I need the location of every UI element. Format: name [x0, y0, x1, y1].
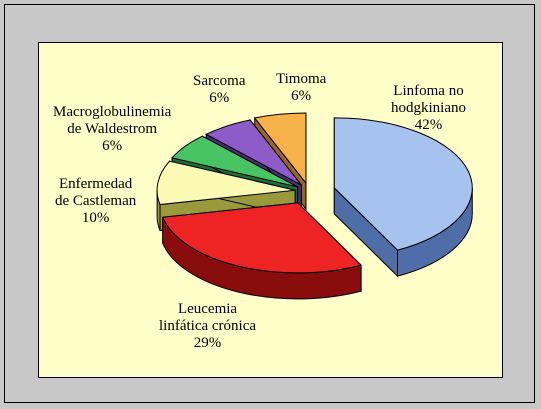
slice-2-top [156, 160, 296, 206]
slice-3-top [171, 135, 298, 188]
pie-chart [156, 112, 473, 300]
slice-0-top [333, 117, 473, 251]
label-castleman: Enfermedad de Castleman 10% [55, 176, 137, 226]
chart-frame: Linfoma no hodgkiniano 42% Leucemia linf… [4, 4, 535, 403]
slice-1 [162, 201, 363, 300]
slice-5-top [253, 112, 307, 185]
slice-4-top [205, 119, 302, 186]
plot-area: Linfoma no hodgkiniano 42% Leucemia linf… [38, 42, 503, 378]
slice-1-top [162, 202, 363, 274]
label-sarcoma: Sarcoma 6% [193, 73, 246, 106]
label-leucemia: Leucemia linfática crónica 29% [159, 301, 257, 351]
label-macroglobulinemia: Macroglobulinemia de Waldestrom 6% [53, 104, 172, 154]
pie-slices [156, 112, 473, 300]
slice-0 [333, 117, 473, 278]
label-timoma: Timoma 6% [276, 71, 327, 104]
label-linfoma: Linfoma no hodgkiniano 42% [391, 83, 466, 133]
